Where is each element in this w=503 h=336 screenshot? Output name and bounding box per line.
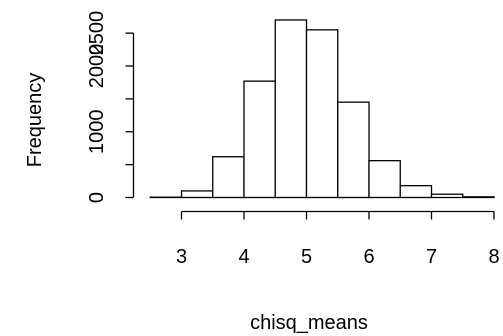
y-tick-label-0: 0 — [86, 192, 108, 203]
y-tick-label-3: 2500 — [86, 11, 108, 56]
histogram-bar-3 — [243, 80, 276, 199]
histogram-bar-4 — [274, 19, 308, 199]
x-tick-label-5: 8 — [488, 246, 499, 268]
x-tick-label-4: 7 — [426, 246, 437, 268]
y-tick-label-1: 1000 — [86, 110, 108, 155]
histogram-bar-8 — [399, 185, 433, 199]
histogram-bar-7 — [368, 160, 401, 199]
y-tick-label-2: 2000 — [86, 44, 108, 89]
x-axis: 3 4 5 6 7 8 — [176, 210, 500, 268]
histogram-bar-10 — [462, 196, 495, 199]
x-tick-label-0: 3 — [176, 246, 187, 268]
histogram-bar-9 — [430, 193, 464, 199]
y-axis-label: Frequency — [24, 73, 46, 168]
histogram-bars — [149, 19, 495, 199]
histogram-bar-1 — [180, 190, 214, 199]
x-tick-label-3: 6 — [363, 246, 374, 268]
x-tick-label-2: 5 — [301, 246, 312, 268]
x-tick-label-1: 4 — [238, 246, 249, 268]
histogram-bar-6 — [337, 101, 370, 199]
x-axis-label: chisq_means — [250, 312, 368, 334]
histogram-bar-2 — [212, 156, 245, 199]
histogram-bar-5 — [305, 29, 339, 199]
